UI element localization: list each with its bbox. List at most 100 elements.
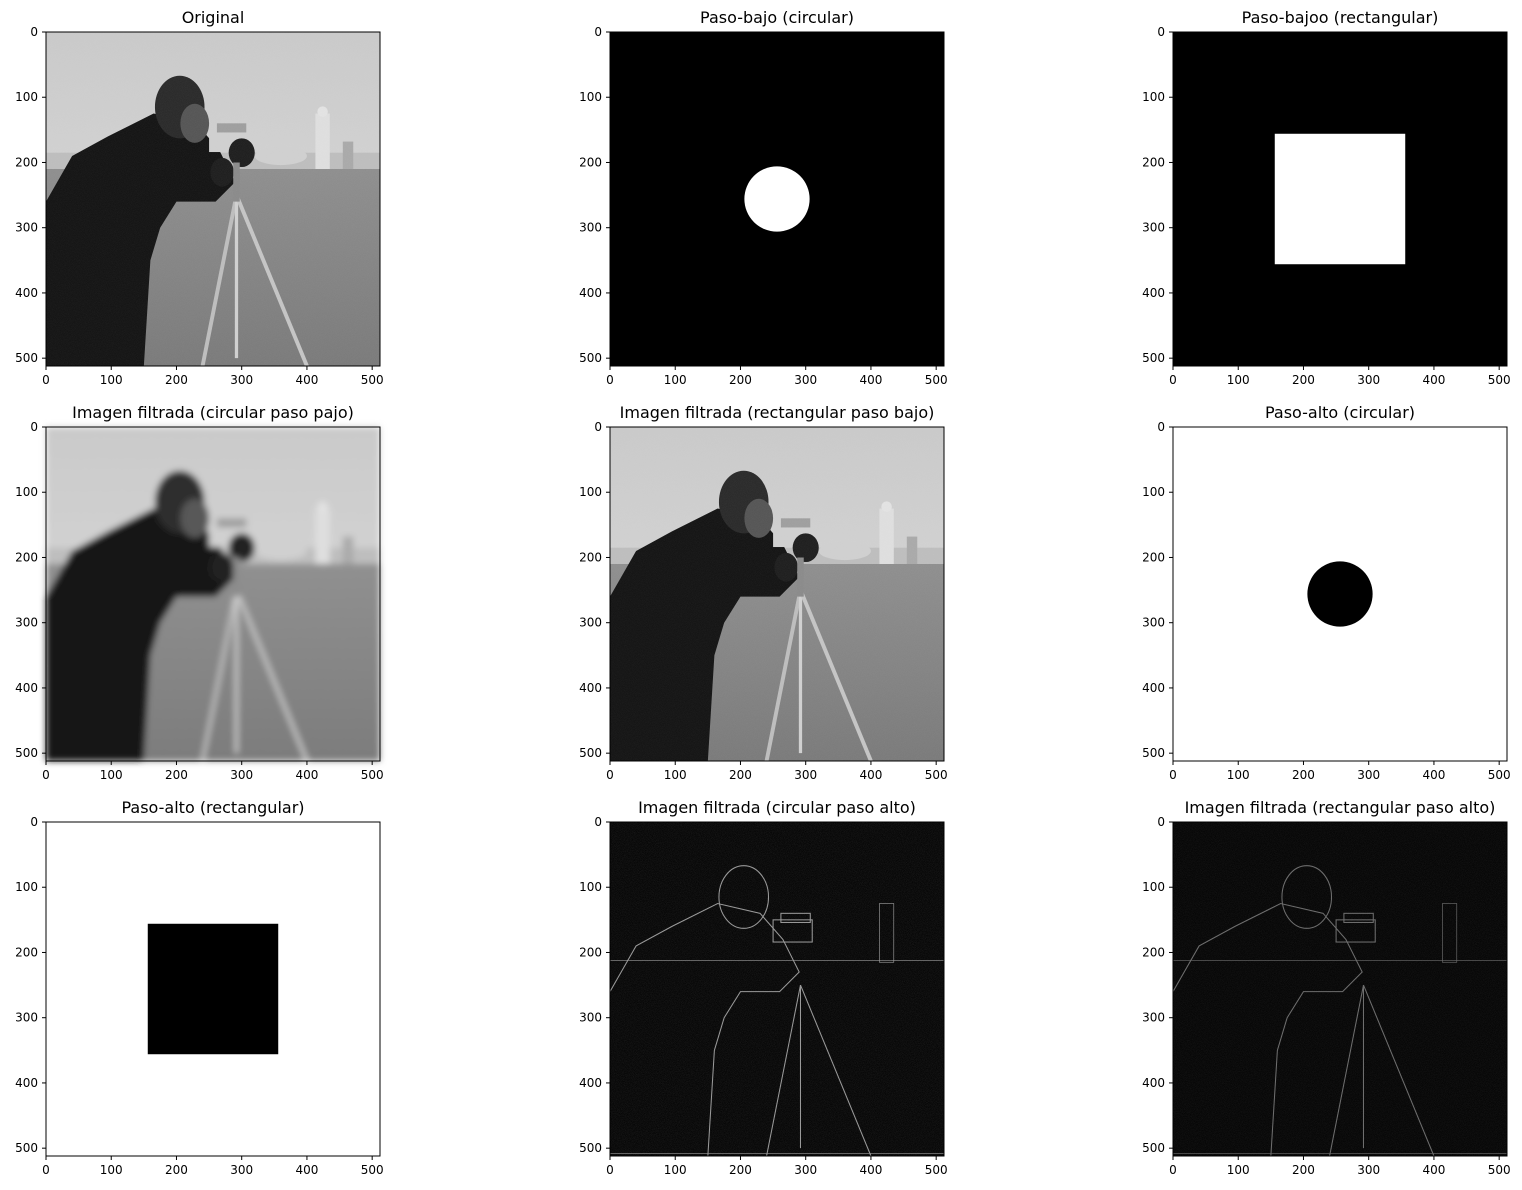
x-tick-label: 200	[729, 768, 752, 782]
x-tick-label: 300	[1357, 1163, 1380, 1177]
x-tick-label: 0	[606, 1163, 614, 1177]
x-tick-label: 400	[295, 373, 318, 387]
y-tick-label: 100	[579, 485, 602, 499]
subplot-title: Paso-alto (rectangular)	[121, 798, 304, 817]
y-tick-label: 0	[1157, 420, 1165, 434]
x-tick-label: 400	[1422, 768, 1445, 782]
y-tick-label: 0	[1157, 815, 1165, 829]
x-tick-label: 300	[794, 768, 817, 782]
subplot-title: Original	[182, 8, 245, 27]
y-tick-label: 500	[15, 351, 38, 365]
x-tick-label: 200	[165, 1163, 188, 1177]
subplot-8: Imagen filtrada (circular paso alto) 0 100…	[579, 798, 948, 1177]
x-tick-label: 200	[1292, 768, 1315, 782]
y-tick-label: 100	[1142, 485, 1165, 499]
subplot-title: Imagen filtrada (circular paso alto)	[638, 798, 916, 817]
y-tick-label: 0	[1157, 25, 1165, 39]
y-tick-label: 100	[1142, 90, 1165, 104]
subplot-1: Original 0 100 200 300 400 500 0 100 200 300 400 500	[15, 8, 384, 387]
x-tick-label: 0	[606, 373, 614, 387]
y-tick-label: 300	[579, 221, 602, 235]
x-tick-label: 400	[1422, 1163, 1445, 1177]
x-tick-label: 100	[664, 373, 687, 387]
x-tick-label: 0	[42, 768, 50, 782]
subplot-9: Imagen filtrada (rectangular paso alto) 0…	[1142, 798, 1511, 1177]
x-tick-label: 100	[664, 768, 687, 782]
y-tick-label: 300	[579, 1011, 602, 1025]
mask-rect	[1274, 133, 1406, 265]
y-tick-label: 300	[1142, 221, 1165, 235]
subplot-title: Imagen filtrada (circular paso pajo)	[72, 403, 354, 422]
axes-frame	[609, 31, 945, 367]
axes-frame	[45, 821, 381, 1157]
subplot-2-image	[610, 32, 944, 366]
y-tick-label: 500	[1142, 1141, 1165, 1155]
subplot-title: Paso-bajoo (rectangular)	[1242, 8, 1439, 27]
y-tick-label: 300	[579, 616, 602, 630]
y-tick-label: 400	[1142, 1076, 1165, 1090]
y-tick-label: 400	[579, 1076, 602, 1090]
y-tick-label: 100	[1142, 880, 1165, 894]
y-tick-label: 400	[1142, 681, 1165, 695]
y-tick-label: 500	[579, 351, 602, 365]
x-tick-label: 400	[295, 768, 318, 782]
x-tick-label: 100	[1227, 373, 1250, 387]
y-tick-label: 400	[579, 286, 602, 300]
y-tick-label: 200	[1142, 155, 1165, 169]
x-tick-label: 500	[361, 768, 384, 782]
x-tick-label: 500	[925, 1163, 948, 1177]
x-tick-label: 200	[1292, 373, 1315, 387]
subplot-7: Paso-alto (rectangular) 0 100 200 300 400 500 0…	[15, 798, 384, 1177]
axes-frame	[609, 426, 945, 762]
subplot-8-image	[609, 822, 944, 1157]
x-tick-label: 300	[230, 373, 253, 387]
y-tick-label: 0	[30, 25, 38, 39]
y-tick-label: 400	[1142, 286, 1165, 300]
x-tick-label: 0	[42, 1163, 50, 1177]
y-tick-label: 300	[15, 616, 38, 630]
subplot-5: Imagen filtrada (rectangular paso bajo) 0…	[579, 403, 948, 782]
x-tick-label: 100	[100, 768, 123, 782]
axes-frame	[1172, 31, 1508, 367]
y-tick-label: 300	[15, 221, 38, 235]
x-tick-label: 300	[1357, 768, 1380, 782]
x-tick-label: 0	[1169, 373, 1177, 387]
y-tick-label: 500	[579, 1141, 602, 1155]
subplot-title: Imagen filtrada (rectangular paso alto)	[1185, 798, 1496, 817]
y-tick-label: 100	[15, 485, 38, 499]
x-tick-label: 200	[729, 1163, 752, 1177]
y-tick-label: 0	[594, 25, 602, 39]
x-tick-label: 400	[295, 1163, 318, 1177]
x-tick-label: 0	[42, 373, 50, 387]
y-tick-label: 200	[15, 155, 38, 169]
axes-frame	[609, 821, 945, 1157]
y-tick-label: 400	[15, 286, 38, 300]
subplot-title: Imagen filtrada (rectangular paso bajo)	[620, 403, 935, 422]
x-tick-label: 100	[100, 1163, 123, 1177]
y-tick-label: 200	[15, 550, 38, 564]
x-tick-label: 0	[606, 768, 614, 782]
x-tick-label: 200	[165, 373, 188, 387]
x-tick-label: 100	[1227, 768, 1250, 782]
x-tick-label: 200	[729, 373, 752, 387]
x-tick-label: 100	[100, 373, 123, 387]
subplot-3-image	[1173, 32, 1507, 366]
y-tick-label: 100	[15, 90, 38, 104]
y-tick-label: 500	[1142, 746, 1165, 760]
y-tick-label: 0	[30, 815, 38, 829]
x-tick-label: 300	[1357, 373, 1380, 387]
x-tick-label: 200	[165, 768, 188, 782]
x-tick-label: 500	[925, 373, 948, 387]
y-tick-label: 500	[15, 1141, 38, 1155]
x-tick-label: 500	[1488, 768, 1511, 782]
subplot-4: Imagen filtrada (circular paso pajo) 0 100…	[15, 403, 384, 782]
x-tick-label: 300	[230, 1163, 253, 1177]
y-tick-label: 0	[594, 815, 602, 829]
x-tick-label: 300	[230, 768, 253, 782]
subplot-7-image	[46, 822, 380, 1156]
y-tick-label: 300	[1142, 1011, 1165, 1025]
y-tick-label: 500	[1142, 351, 1165, 365]
subplot-9-image	[1172, 822, 1507, 1157]
y-tick-label: 200	[579, 550, 602, 564]
